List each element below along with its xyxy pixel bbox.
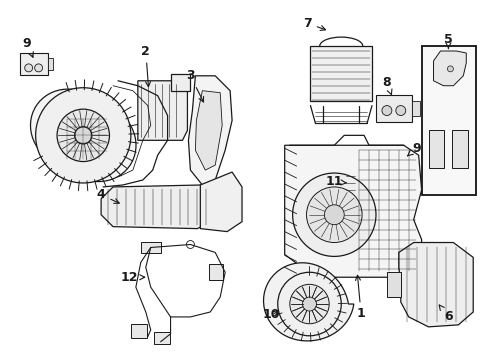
Polygon shape: [263, 263, 353, 341]
Circle shape: [390, 159, 398, 166]
Circle shape: [57, 109, 109, 162]
Circle shape: [289, 284, 328, 324]
Bar: [372, 146, 402, 170]
Polygon shape: [398, 243, 472, 327]
Circle shape: [395, 105, 405, 116]
Circle shape: [302, 297, 316, 311]
Text: 10: 10: [263, 309, 280, 321]
Polygon shape: [433, 51, 466, 86]
Text: 11: 11: [325, 175, 346, 189]
Bar: [131, 324, 146, 338]
Circle shape: [306, 187, 361, 243]
Bar: [421, 46, 475, 195]
Bar: [153, 332, 169, 344]
Text: 9: 9: [407, 142, 420, 156]
Circle shape: [289, 284, 328, 324]
Text: 5: 5: [443, 33, 452, 49]
Bar: [427, 130, 444, 168]
Text: 9: 9: [22, 37, 33, 57]
Polygon shape: [188, 76, 232, 185]
Text: 1: 1: [355, 275, 365, 320]
Bar: [375, 95, 411, 122]
Text: 3: 3: [186, 69, 203, 102]
Bar: [386, 272, 400, 297]
Circle shape: [324, 205, 344, 225]
Circle shape: [277, 272, 341, 336]
Text: 4: 4: [97, 188, 119, 203]
Circle shape: [381, 105, 391, 116]
Polygon shape: [200, 172, 242, 231]
Circle shape: [25, 64, 33, 72]
Text: 7: 7: [303, 17, 325, 31]
Polygon shape: [195, 91, 222, 170]
Bar: [47, 58, 53, 70]
Bar: [141, 242, 161, 253]
Circle shape: [379, 159, 386, 166]
Circle shape: [379, 151, 386, 158]
Circle shape: [75, 127, 92, 144]
Bar: [310, 46, 371, 100]
Circle shape: [353, 176, 371, 194]
Circle shape: [292, 173, 375, 256]
Text: 12: 12: [120, 271, 144, 284]
Polygon shape: [30, 89, 136, 181]
Text: 8: 8: [382, 76, 391, 95]
Bar: [451, 130, 468, 168]
Bar: [20, 53, 47, 75]
Bar: [343, 169, 376, 197]
Polygon shape: [138, 81, 187, 140]
Circle shape: [35, 64, 42, 72]
Text: 2: 2: [141, 45, 150, 87]
Text: 6: 6: [438, 305, 452, 323]
Polygon shape: [170, 74, 190, 91]
Circle shape: [447, 66, 452, 72]
Polygon shape: [284, 145, 421, 277]
Circle shape: [277, 272, 341, 336]
Bar: [402, 150, 410, 166]
Polygon shape: [101, 185, 217, 229]
Bar: [209, 264, 223, 280]
Bar: [411, 100, 419, 117]
Circle shape: [36, 88, 131, 183]
Circle shape: [302, 297, 316, 311]
Circle shape: [390, 151, 398, 158]
